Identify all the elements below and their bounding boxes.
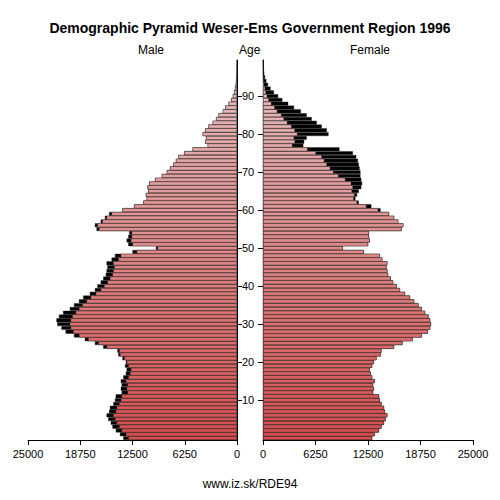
svg-text:www.iz.sk/RDE94: www.iz.sk/RDE94 (202, 477, 298, 491)
svg-text:18750: 18750 (405, 448, 436, 460)
svg-text:30: 30 (242, 318, 254, 330)
svg-text:0: 0 (234, 448, 240, 460)
svg-text:12500: 12500 (353, 448, 384, 460)
svg-text:70: 70 (242, 166, 254, 178)
svg-text:40: 40 (242, 280, 254, 292)
svg-text:0: 0 (260, 448, 266, 460)
svg-text:12500: 12500 (117, 448, 148, 460)
svg-text:90: 90 (242, 90, 254, 102)
svg-text:50: 50 (242, 242, 254, 254)
svg-text:18750: 18750 (65, 448, 96, 460)
svg-text:Age: Age (239, 43, 261, 57)
svg-text:25000: 25000 (13, 448, 44, 460)
svg-text:6250: 6250 (303, 448, 327, 460)
svg-text:Male: Male (138, 43, 164, 57)
svg-text:6250: 6250 (173, 448, 197, 460)
svg-text:60: 60 (242, 204, 254, 216)
svg-text:10: 10 (242, 394, 254, 406)
svg-text:20: 20 (242, 356, 254, 368)
svg-text:Demographic Pyramid Weser-Ems: Demographic Pyramid Weser-Ems Government… (49, 20, 450, 36)
svg-text:80: 80 (242, 128, 254, 140)
svg-text:25000: 25000 (458, 448, 489, 460)
svg-text:Female: Female (350, 43, 390, 57)
